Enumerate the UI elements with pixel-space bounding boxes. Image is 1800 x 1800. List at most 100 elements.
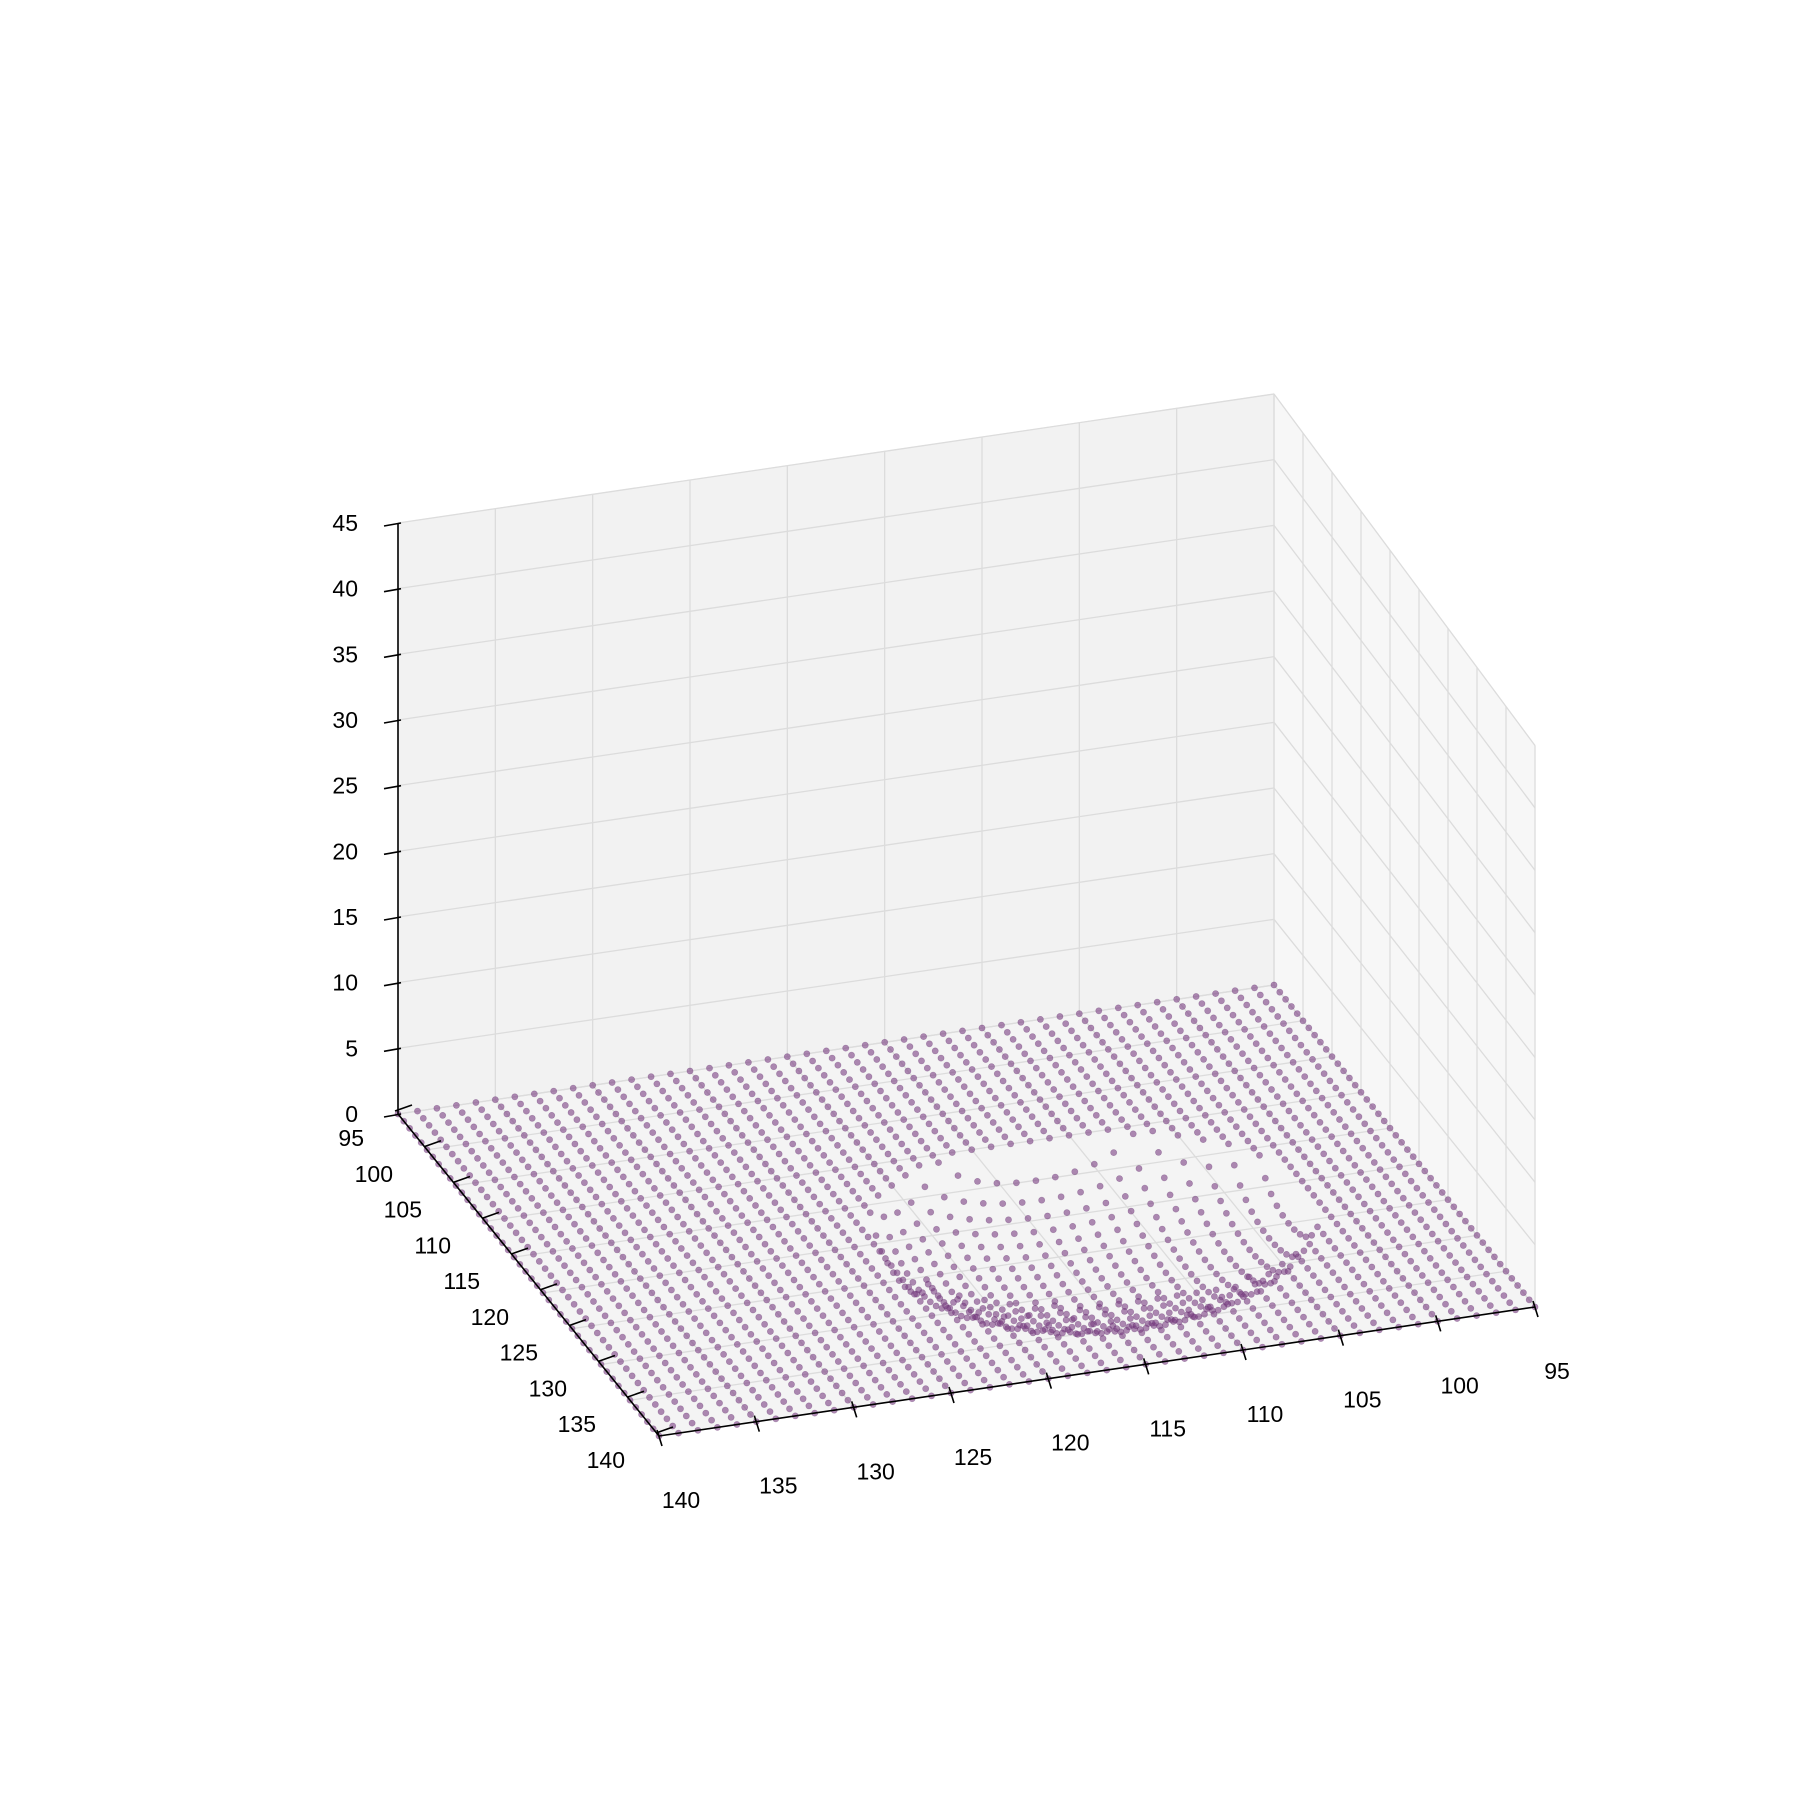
- scatter-point: [797, 1123, 804, 1131]
- grid-z-side: [1273, 590, 1536, 934]
- scatter-point: [1263, 1295, 1270, 1302]
- scatter-point: [1001, 1053, 1009, 1060]
- scatter-point: [575, 1092, 583, 1099]
- scatter-point: [643, 1122, 651, 1129]
- scatter-point: [964, 1114, 972, 1122]
- scatter-point: [1329, 1189, 1337, 1196]
- scatter-point: [868, 1345, 875, 1352]
- scatter-point: [1205, 1163, 1213, 1171]
- scatter-point: [559, 1286, 566, 1294]
- scatter-point: [575, 1172, 582, 1179]
- scatter-point: [592, 1193, 600, 1201]
- scatter-point: [1350, 1322, 1358, 1329]
- scatter-point: [810, 1273, 817, 1281]
- scatter-point: [623, 1205, 631, 1212]
- scatter-point: [565, 1213, 573, 1221]
- scatter-point: [789, 1060, 797, 1068]
- scatter-point: [640, 1306, 648, 1314]
- scatter-point: [593, 1329, 601, 1337]
- scatter-point: [854, 1355, 862, 1363]
- scatter-point: [1188, 1121, 1195, 1129]
- scatter-point: [1097, 1359, 1105, 1367]
- scatter-point: [1247, 1033, 1254, 1040]
- scatter-point: [916, 1298, 924, 1305]
- scatter-point: [694, 1130, 701, 1138]
- scatter-point: [899, 1276, 907, 1284]
- scatter-point: [910, 1074, 918, 1082]
- scatter-point: [750, 1146, 758, 1154]
- scatter-point: [1049, 1326, 1056, 1334]
- scatter-point: [931, 1260, 938, 1268]
- scatter-point: [962, 1059, 970, 1066]
- scatter-point: [999, 1200, 1007, 1207]
- scatter-point: [958, 1242, 966, 1250]
- scatter-point: [1179, 1289, 1187, 1297]
- scatter-point: [883, 1391, 891, 1398]
- scatter-point: [604, 1127, 612, 1135]
- scatter-point: [1316, 1199, 1323, 1206]
- scatter-point: [588, 1322, 595, 1330]
- scatter-point: [534, 1202, 541, 1209]
- scatter-point: [1343, 1099, 1351, 1106]
- scatter-point: [549, 1167, 557, 1175]
- scatter-point: [1130, 1346, 1138, 1354]
- scatter-point: [790, 1276, 798, 1284]
- scatter-point: [1062, 1020, 1070, 1028]
- scatter-point: [487, 1144, 495, 1152]
- scatter-point: [912, 1346, 920, 1354]
- scatter-point: [844, 1396, 852, 1404]
- scatter-point: [632, 1323, 640, 1331]
- scatter-point: [939, 1030, 947, 1038]
- scatter-point: [975, 1274, 983, 1282]
- scatter-point: [1104, 1046, 1112, 1053]
- scatter-point: [1211, 1293, 1218, 1300]
- scatter-point: [690, 1099, 698, 1106]
- scatter-point: [726, 1358, 733, 1365]
- scatter-point: [1347, 1210, 1355, 1218]
- scatter-point: [1169, 1044, 1176, 1052]
- scatter-point: [576, 1227, 584, 1235]
- scatter-point: [1374, 1270, 1381, 1278]
- z-tick: [383, 587, 402, 593]
- scatter-point: [871, 1080, 879, 1088]
- scatter-point: [829, 1190, 837, 1198]
- scatter-point: [1052, 1358, 1060, 1365]
- scatter-point: [1283, 1131, 1291, 1139]
- scatter-point: [1182, 1114, 1190, 1122]
- scatter-point: [1004, 1325, 1012, 1332]
- scatter-point: [602, 1152, 610, 1159]
- scatter-point: [981, 1296, 988, 1304]
- scatter-point: [479, 1162, 487, 1169]
- scatter-point: [1313, 1303, 1321, 1311]
- scatter-point: [1310, 1192, 1318, 1199]
- scatter-point: [828, 1134, 836, 1142]
- scatter-point: [1150, 1252, 1158, 1260]
- scatter-point: [770, 1359, 778, 1367]
- scatter-point: [1230, 1308, 1237, 1315]
- scatter-point: [754, 1097, 762, 1105]
- scatter-point: [1462, 1217, 1469, 1225]
- scatter-point: [1317, 1255, 1325, 1262]
- scatter-point: [1325, 1237, 1333, 1245]
- scatter-point: [1071, 1296, 1078, 1303]
- scatter-point: [979, 1200, 987, 1207]
- scatter-point: [955, 1076, 962, 1083]
- scatter-point: [863, 1393, 871, 1401]
- scatter-point: [1017, 1099, 1024, 1106]
- scatter-point: [693, 1210, 701, 1218]
- scatter-point: [1171, 1316, 1179, 1324]
- scatter-point: [681, 1276, 689, 1284]
- scatter-point: [867, 1049, 875, 1056]
- scatter-point: [550, 1087, 558, 1095]
- scatter-point: [897, 1259, 905, 1267]
- scatter-point: [1375, 1110, 1382, 1118]
- scatter-point: [629, 1292, 636, 1300]
- scatter-point: [983, 1255, 991, 1262]
- y-tick: [597, 1354, 616, 1363]
- scatter-point: [752, 1122, 760, 1129]
- scatter-point: [864, 1313, 872, 1321]
- scatter-point: [997, 1243, 1005, 1251]
- scatter-point: [674, 1213, 681, 1221]
- scatter-point: [1015, 1339, 1023, 1347]
- scatter-point: [1267, 1190, 1275, 1198]
